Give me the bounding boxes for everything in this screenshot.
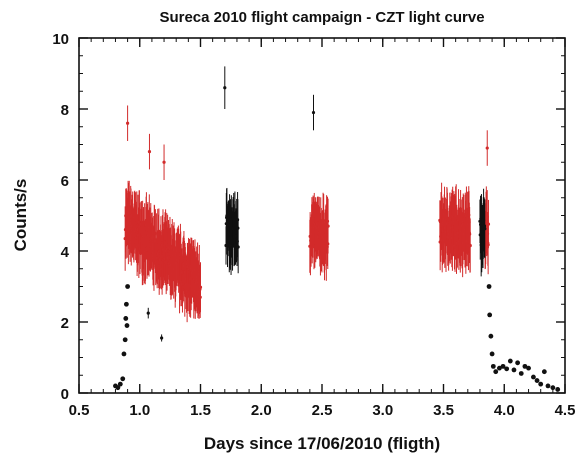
data-point [493,369,499,375]
data-marks [113,66,561,392]
data-point [541,369,547,375]
point-marker [486,222,491,226]
data-point [487,312,493,318]
data-point [123,316,129,321]
x-tick-label: 4.5 [555,402,576,419]
point-marker [485,146,489,150]
y-tick-label: 0 [61,386,69,403]
data-point [147,133,152,170]
point-marker [160,336,164,340]
data-point [538,381,544,387]
point-marker [483,227,487,231]
data-point [115,385,121,391]
data-point [146,307,150,319]
data-point [518,371,524,376]
data-point [236,220,240,274]
point-marker [147,150,152,154]
point-marker [311,110,316,115]
data-point [515,360,521,366]
data-point [550,385,556,391]
data-point [198,262,203,313]
data-point [126,105,130,141]
data-point [121,351,127,357]
point-marker [468,244,472,248]
data-point [125,284,130,289]
point-marker [146,311,150,315]
data-point [468,218,472,273]
data-point [486,199,491,249]
y-axis-label: Counts/s [11,179,30,252]
x-tick-label: 3.5 [433,402,454,419]
data-point [507,358,513,364]
y-tick-label: 8 [61,102,69,119]
y-tick-label: 10 [52,31,69,48]
point-marker [126,121,130,125]
point-marker [236,245,240,249]
data-point [120,376,126,382]
data-point [504,366,510,372]
data-point [489,351,495,357]
point-marker [326,224,330,228]
data-point [162,144,166,180]
data-point [486,284,492,289]
data-point [500,363,506,369]
data-point [123,301,129,307]
data-point [545,383,551,389]
data-point [534,378,540,383]
x-tick-label: 1.5 [190,402,211,419]
y-tick-label: 6 [61,173,69,190]
data-point [522,363,528,369]
point-marker [223,86,227,90]
data-point [488,333,494,339]
data-point [160,334,164,342]
x-tick-label: 4.0 [494,402,515,419]
x-axis-label: Days since 17/06/2010 (fligth) [204,434,440,453]
x-tick-label: 2.5 [312,402,333,419]
axis-ticks: 0.5 1.0 1.5 2.0 2.5 3.0 3.5 4.0 4.5 0 2 4 6 8 10 [52,31,575,419]
x-tick-label: 1.0 [129,402,150,419]
data-point [483,199,487,259]
data-point [526,365,531,371]
y-tick-label: 4 [61,244,70,261]
data-point [223,66,227,109]
data-point [117,381,123,387]
data-point [311,94,316,131]
x-tick-label: 2.0 [251,402,272,419]
point-marker [162,160,166,164]
data-point [531,374,536,380]
chart-title: Sureca 2010 flight campaign - CZT light … [159,9,484,26]
data-point [326,198,330,254]
data-point [511,367,517,373]
y-tick-label: 2 [61,315,69,332]
data-point [124,323,130,328]
x-tick-label: 3.0 [372,402,393,419]
data-point [122,337,128,343]
data-point [496,365,502,371]
x-tick-label: 0.5 [69,402,90,419]
data-point [555,387,561,392]
data-point [485,130,489,166]
data-point [490,363,496,369]
point-marker [198,285,203,289]
